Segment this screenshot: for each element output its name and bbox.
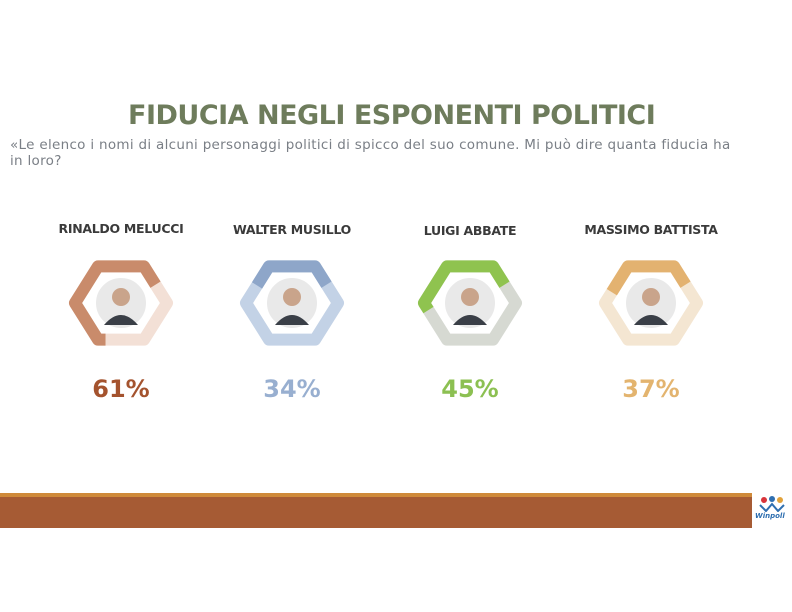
trust-percentage: 45% <box>441 375 499 403</box>
person-photo-icon <box>443 276 497 330</box>
trust-percentage: 34% <box>263 375 321 403</box>
winpoll-logo: Winpoll <box>752 493 792 528</box>
politician-name: LUIGI ABBATE <box>423 223 517 238</box>
trust-percentage: 61% <box>92 375 150 403</box>
ring-progress <box>240 260 344 346</box>
trust-percentage: 37% <box>622 375 680 403</box>
politician-card: RINALDO MELUCCI 61% <box>26 215 216 415</box>
politician-name: WALTER MUSILLO <box>233 222 351 237</box>
trust-ring <box>69 260 173 346</box>
politician-name: RINALDO MELUCCI <box>58 221 184 236</box>
person-photo-icon <box>624 276 678 330</box>
ring-progress <box>418 260 522 346</box>
ring-progress <box>599 260 703 346</box>
person-photo-icon <box>94 276 148 330</box>
logo-mark-icon <box>759 496 785 512</box>
slide-title: FIDUCIA NEGLI ESPONENTI POLITICI <box>128 100 656 131</box>
trust-ring <box>418 260 522 346</box>
person-photo-icon <box>265 276 319 330</box>
slide-subtitle: «Le elenco i nomi di alcuni personaggi p… <box>10 137 731 169</box>
politician-card: WALTER MUSILLO 34% <box>197 215 387 415</box>
trust-ring <box>599 260 703 346</box>
trust-ring <box>240 260 344 346</box>
ring-progress <box>69 260 173 346</box>
politician-card: MASSIMO BATTISTA 37% <box>556 215 746 415</box>
footer-stripe <box>0 493 752 528</box>
politician-card: LUIGI ABBATE 45% <box>375 215 565 415</box>
politician-name: MASSIMO BATTISTA <box>584 222 718 237</box>
logo-text: Winpoll <box>755 512 785 520</box>
